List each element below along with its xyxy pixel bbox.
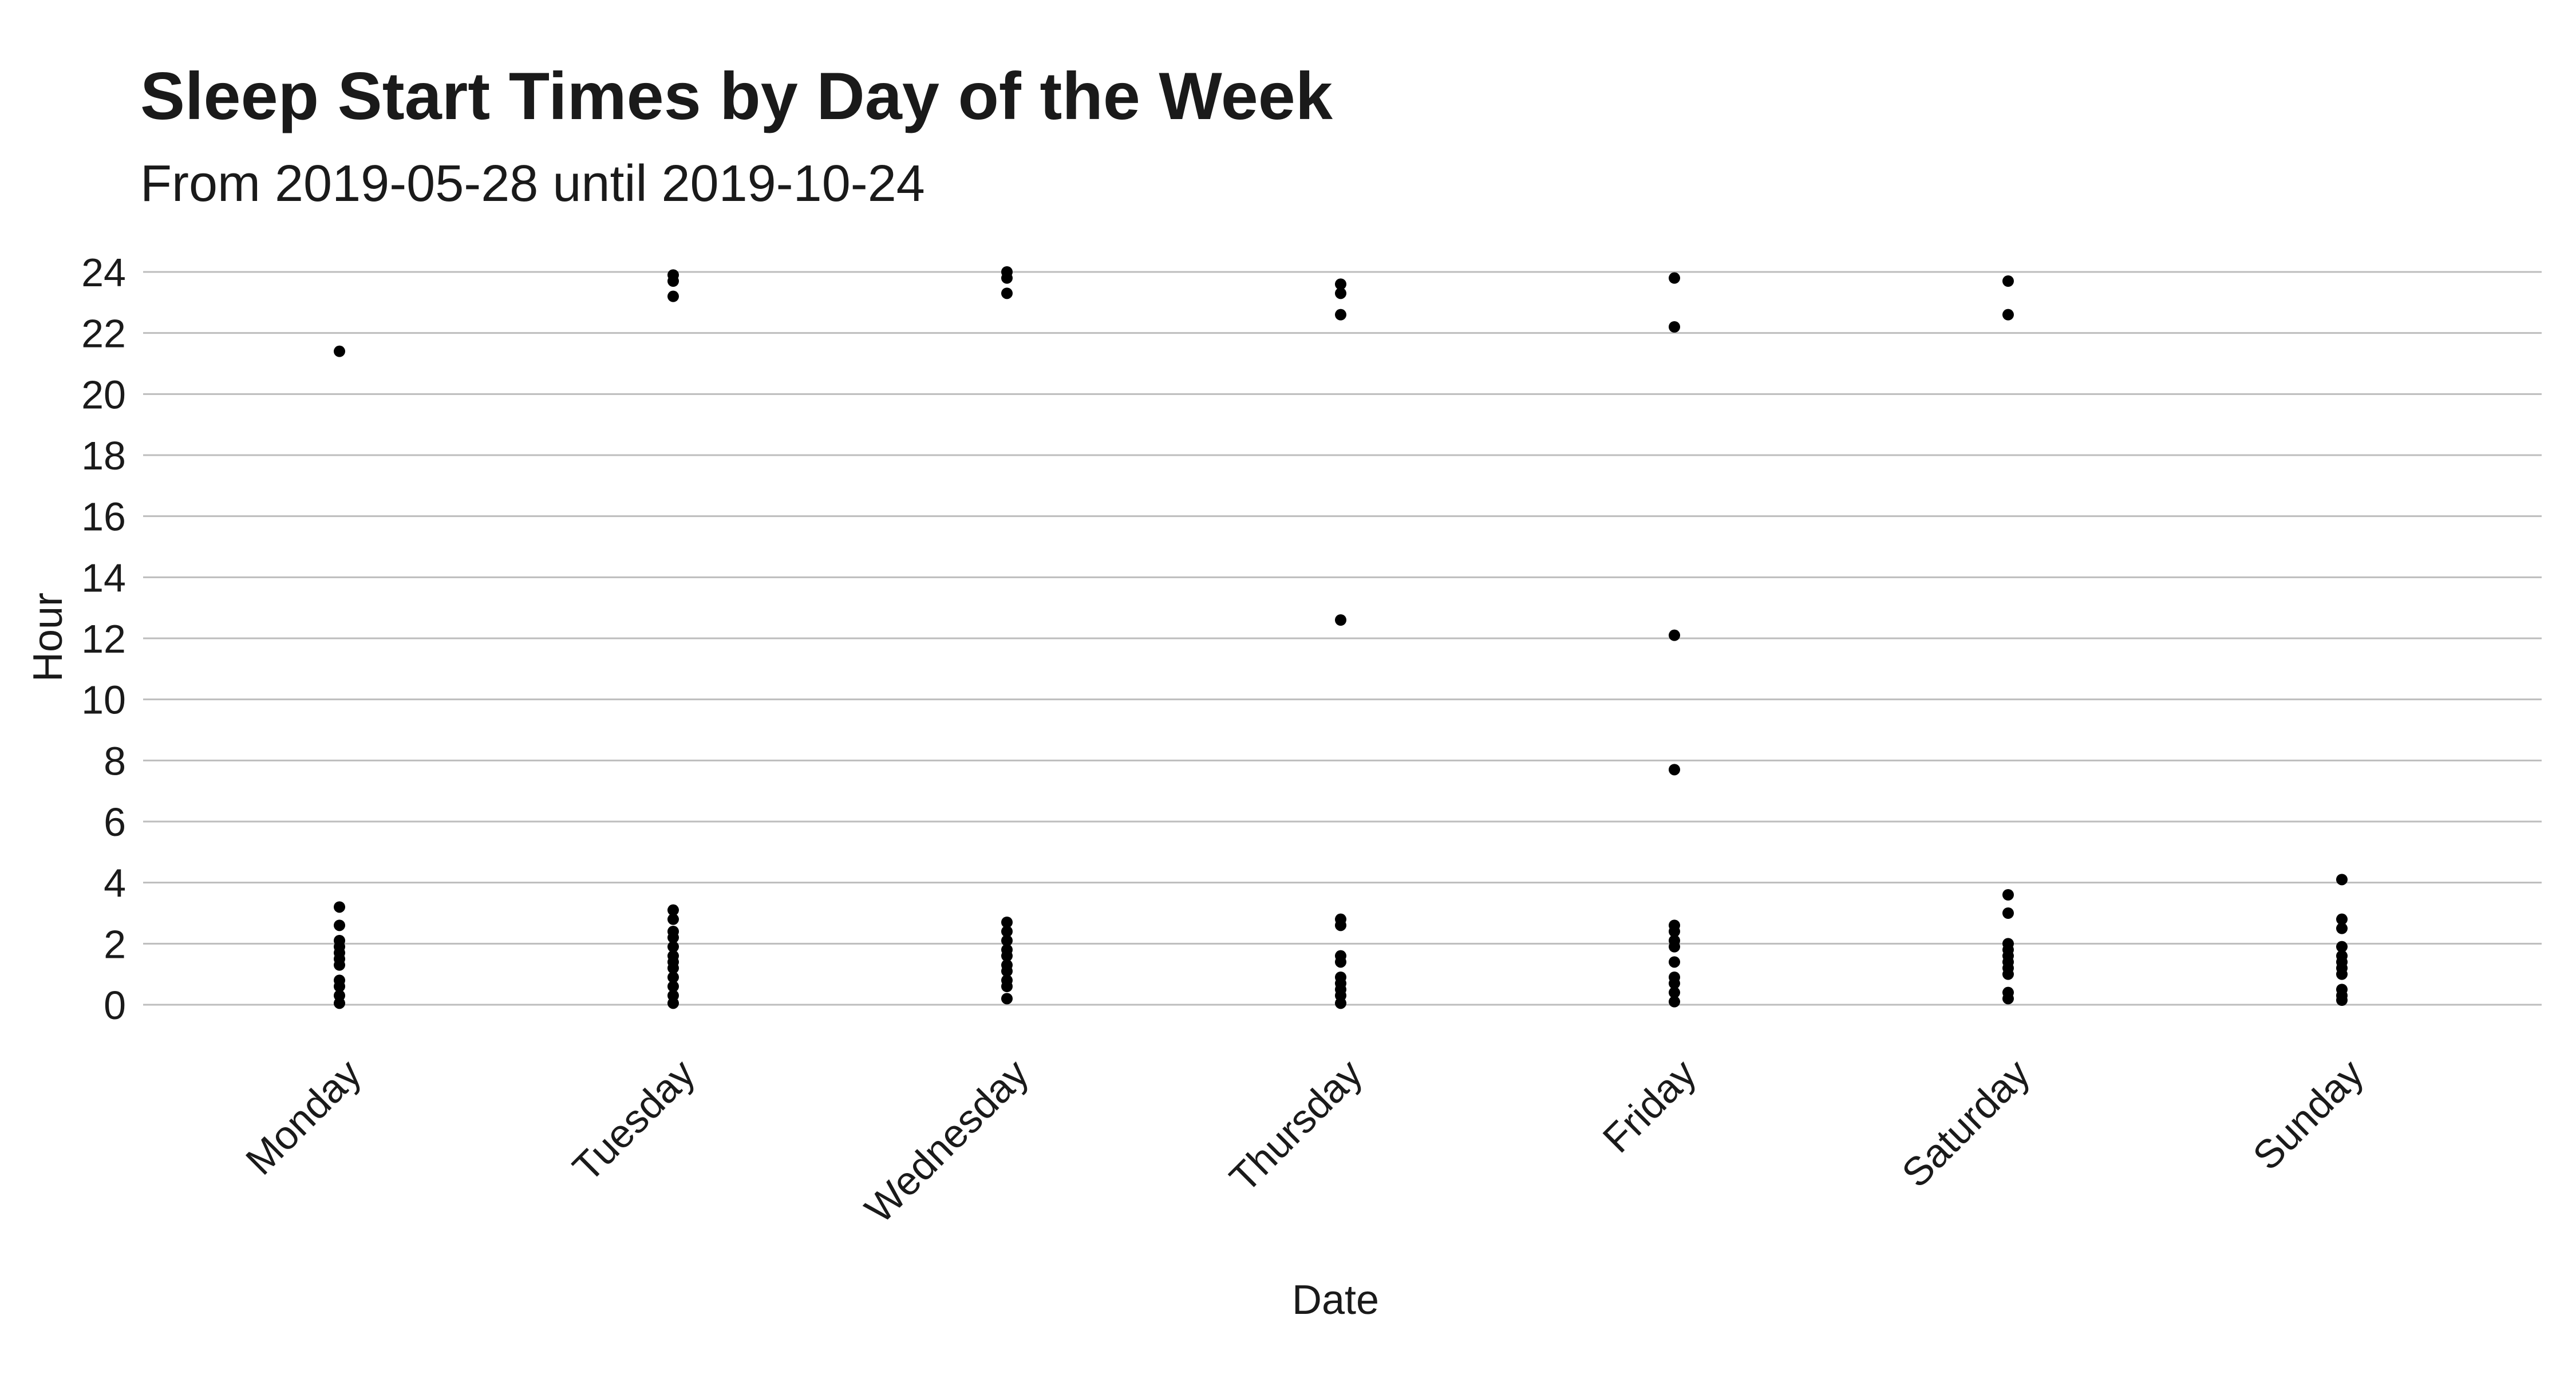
x-tick-label: Sunday [2245,1051,2372,1178]
data-point [667,972,679,983]
data-point [334,997,345,1009]
data-point [1335,956,1346,968]
y-tick-label: 10 [81,678,126,722]
data-point [1669,941,1680,953]
x-tick-label: Tuesday [564,1051,703,1190]
data-point [1669,272,1680,284]
x-tick-label: Wednesday [856,1051,1037,1231]
x-tick-label: Saturday [1893,1051,2038,1195]
data-point [667,962,679,974]
y-tick-label: 20 [81,372,126,417]
data-point [1669,926,1680,937]
data-point [334,345,345,357]
y-tick-label: 4 [104,861,126,906]
y-tick-label: 18 [81,433,126,478]
data-point [1001,926,1013,937]
data-point [2002,968,2014,980]
data-point [1669,956,1680,968]
data-point [2002,309,2014,321]
data-point [1669,321,1680,333]
data-point [2336,994,2348,1006]
data-point [2002,889,2014,901]
data-point [667,904,679,916]
gridlines [143,271,2542,1006]
data-point [1669,996,1680,1008]
y-tick-label: 2 [104,922,126,966]
data-point [1335,278,1346,290]
data-point [1335,997,1346,1009]
y-tick-label: 24 [81,250,126,295]
y-tick-label: 8 [104,739,126,783]
data-point [1669,986,1680,998]
x-axis-label: Date [1292,1277,1379,1323]
data-point [1001,950,1013,962]
data-point [2336,968,2348,980]
data-point [1335,919,1346,931]
y-tick-label: 6 [104,800,126,844]
data-point [1001,981,1013,992]
chart-subtitle: From 2019-05-28 until 2019-10-24 [140,155,925,212]
data-point [1001,965,1013,977]
x-axis-ticks: Monday Tuesday Wednesday Thursday Friday Satu… [237,1051,2372,1231]
data-point [2336,922,2348,934]
data-point [2002,275,2014,287]
data-point [1001,935,1013,946]
y-tick-label: 14 [81,555,126,600]
data-point [667,913,679,925]
x-tick-label: Monday [237,1051,369,1183]
data-point [1001,272,1013,284]
chart-title: Sleep Start Times by Day of the Week [140,58,1333,133]
data-point [334,919,345,931]
data-point [1001,287,1013,299]
x-tick-label: Friday [1594,1051,1705,1161]
y-tick-label: 12 [81,617,126,661]
data-point [1335,309,1346,321]
data-point [667,275,679,287]
data-point [1335,614,1346,626]
y-tick-label: 22 [81,311,126,356]
data-point [2336,941,2348,953]
data-point [2336,874,2348,886]
data-point [1669,764,1680,776]
data-point [2002,993,2014,1005]
data-point [334,981,345,992]
data-point [1669,629,1680,641]
y-tick-label: 16 [81,495,126,539]
data-point [667,997,679,1009]
data-point [1001,993,1013,1005]
x-tick-label: Thursday [1221,1051,1370,1200]
data-point [2336,913,2348,925]
data-point [667,941,679,953]
data-point [1335,287,1346,299]
data-point [667,290,679,302]
data-point [2002,907,2014,919]
data-point [334,901,345,913]
data-point [1669,977,1680,989]
y-tick-label: 0 [104,983,126,1028]
data-point [334,959,345,971]
y-axis-label: Hour [25,593,71,682]
data-point [1001,917,1013,928]
data-point [667,981,679,992]
data-points [334,266,2348,1009]
data-point [667,931,679,943]
